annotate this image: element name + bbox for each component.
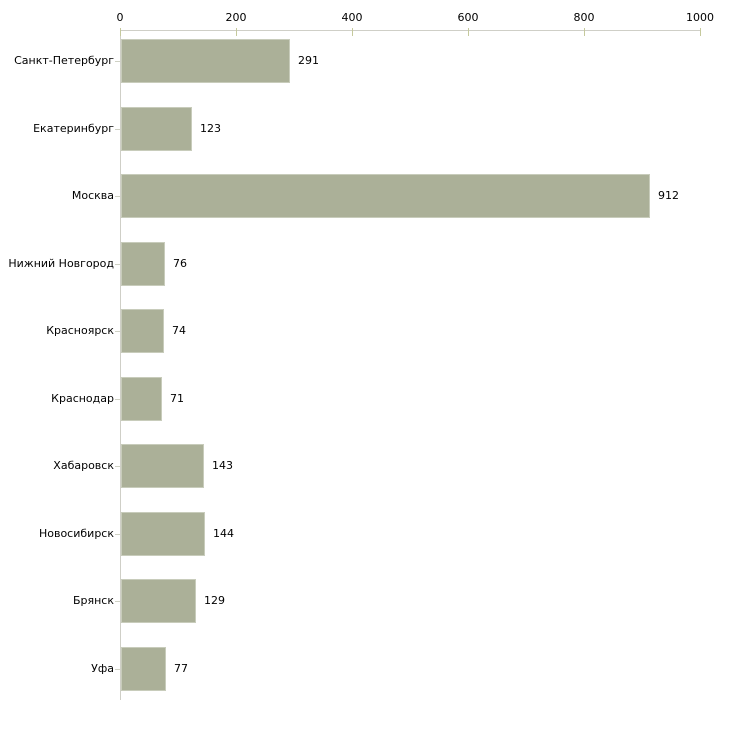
category-tick-mark: [115, 466, 120, 467]
y-axis-line: [120, 30, 121, 700]
bar: [121, 579, 196, 623]
category-label: Краснодар: [51, 392, 114, 405]
category-label: Красноярск: [46, 324, 114, 337]
category-label: Нижний Новгород: [8, 257, 114, 270]
bar: [121, 444, 204, 488]
category-label: Екатеринбург: [33, 122, 114, 135]
category-tick-mark: [115, 534, 120, 535]
category-label: Новосибирск: [38, 527, 114, 540]
value-label: 76: [173, 257, 187, 270]
category-tick-mark: [115, 129, 120, 130]
x-axis-tick-label: 0: [116, 11, 124, 24]
x-axis-tick-label: 400: [341, 11, 363, 24]
category-label: Уфа: [91, 662, 114, 675]
value-label: 77: [174, 662, 188, 675]
category-tick-mark: [115, 264, 120, 265]
value-label: 912: [658, 189, 679, 202]
value-label: 71: [170, 392, 184, 405]
bar: [121, 39, 290, 83]
bar: [121, 377, 162, 421]
category-tick-mark: [115, 196, 120, 197]
bar: [121, 512, 205, 556]
x-axis-line: [120, 30, 701, 31]
bar: [121, 242, 165, 286]
x-axis-tick-mark: [700, 28, 701, 36]
category-tick-mark: [115, 61, 120, 62]
category-label: Москва: [71, 189, 114, 202]
value-label: 74: [172, 324, 186, 337]
x-axis-tick-mark: [584, 28, 585, 36]
bar: [121, 647, 166, 691]
category-tick-mark: [115, 601, 120, 602]
x-axis-tick-label: 800: [573, 11, 595, 24]
value-label: 129: [204, 594, 225, 607]
bar: [121, 174, 650, 218]
bar: [121, 309, 164, 353]
x-axis-tick-mark: [236, 28, 237, 36]
x-axis-tick-mark: [120, 28, 121, 36]
x-axis-tick-label: 600: [457, 11, 479, 24]
category-tick-mark: [115, 331, 120, 332]
category-label: Санкт-Петербург: [14, 54, 114, 67]
category-tick-mark: [115, 669, 120, 670]
x-axis-tick-label: 1000: [686, 11, 714, 24]
x-axis-tick-label: 200: [225, 11, 247, 24]
category-label: Хабаровск: [53, 459, 114, 472]
x-axis-tick-mark: [468, 28, 469, 36]
category-tick-mark: [115, 399, 120, 400]
value-label: 123: [200, 122, 221, 135]
bar: [121, 107, 192, 151]
x-axis-tick-mark: [352, 28, 353, 36]
value-label: 291: [298, 54, 319, 67]
value-label: 144: [213, 527, 234, 540]
value-label: 143: [212, 459, 233, 472]
category-label: Брянск: [72, 594, 114, 607]
